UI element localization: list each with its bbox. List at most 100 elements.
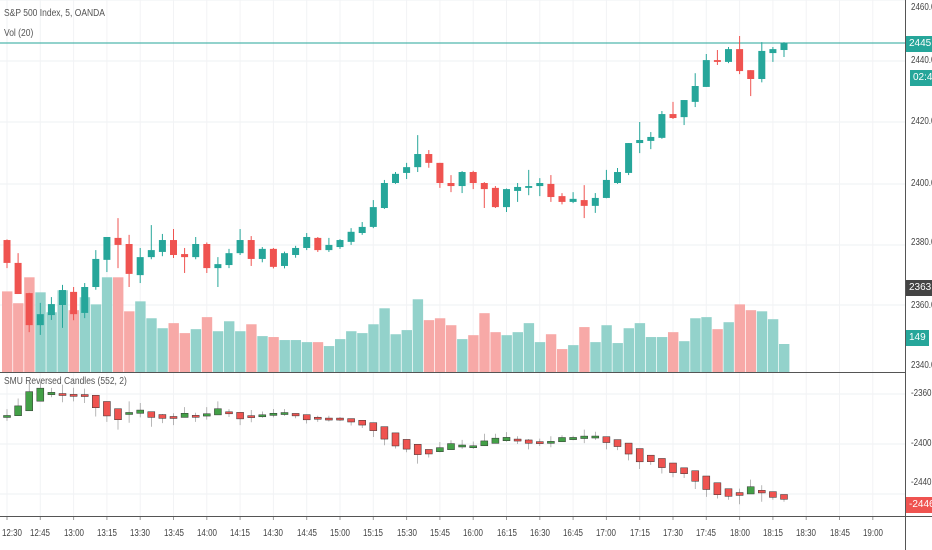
volume-bar bbox=[756, 311, 768, 372]
volume-bar bbox=[767, 319, 779, 372]
volume-bar bbox=[224, 321, 235, 372]
reversed-candle-body bbox=[524, 439, 533, 444]
reversed-candle-body bbox=[147, 411, 156, 418]
reversed-candle-body bbox=[780, 494, 788, 500]
candle-body bbox=[702, 60, 710, 87]
reversed-candle-body bbox=[258, 414, 267, 418]
time-axis-label: 18:15 bbox=[762, 528, 783, 539]
time-axis-label: 13:00 bbox=[63, 528, 84, 539]
candle-body bbox=[514, 186, 522, 191]
reversed-candle-body bbox=[513, 438, 522, 442]
price-axis-label: 2420.0 bbox=[911, 116, 932, 127]
reversed-candle-body bbox=[491, 437, 500, 444]
volume-bar bbox=[201, 317, 213, 372]
reversed-candle-body bbox=[47, 392, 56, 395]
volume-bar bbox=[579, 327, 590, 372]
volume-bar bbox=[501, 335, 512, 372]
candle-body bbox=[547, 183, 555, 198]
volume-bar bbox=[457, 339, 468, 372]
volume-bar bbox=[335, 339, 346, 372]
symbol-title[interactable]: S&P 500 Index, 5, OANDA bbox=[4, 8, 105, 19]
candle-body bbox=[92, 258, 100, 288]
candle-body bbox=[458, 172, 466, 187]
volume-bar bbox=[712, 329, 723, 372]
reversed-candle-body bbox=[624, 442, 633, 455]
candle-body bbox=[669, 114, 677, 119]
candle-body bbox=[347, 231, 355, 242]
volume-bar bbox=[745, 310, 757, 372]
time-axis-label: 12:30 bbox=[1, 528, 23, 539]
candle-body bbox=[769, 49, 777, 54]
candle-body bbox=[170, 240, 177, 255]
candle-body bbox=[36, 314, 44, 326]
volume-bar bbox=[634, 323, 646, 372]
candle-body bbox=[503, 189, 510, 208]
candle-body bbox=[636, 139, 644, 144]
candle-body bbox=[158, 240, 166, 252]
reversed-candle-body bbox=[758, 490, 766, 494]
reversed-candle-body bbox=[214, 408, 222, 416]
reversed-candle-body bbox=[236, 412, 244, 420]
indicator-axis-label: -2360.0 bbox=[911, 388, 932, 399]
price-axis-label: 2380.0 bbox=[911, 237, 932, 248]
reversed-candle-body bbox=[391, 432, 400, 447]
price-axis-label: 2460.0 bbox=[911, 2, 932, 13]
candle-body bbox=[25, 293, 33, 326]
time-axis-label: 16:15 bbox=[496, 528, 517, 539]
candle-body bbox=[47, 304, 55, 316]
candle-body bbox=[369, 207, 377, 227]
volume-bar bbox=[656, 337, 668, 372]
reversed-candle-body bbox=[14, 405, 22, 416]
volume-bar bbox=[557, 349, 568, 372]
candle-body bbox=[392, 173, 399, 183]
volume-bar bbox=[590, 342, 601, 372]
reversed-candle-body bbox=[125, 412, 133, 415]
reversed-candle-body bbox=[746, 486, 755, 495]
volume-indicator-title[interactable]: Vol (20) bbox=[4, 28, 34, 39]
volume-bar bbox=[401, 330, 412, 372]
candle-body bbox=[647, 136, 655, 141]
reversed-candle-body bbox=[769, 491, 777, 498]
volume-bar bbox=[268, 337, 279, 372]
price-axis-label: 2360.0 bbox=[911, 300, 932, 311]
indicator-axis-label: -2440.0 bbox=[911, 477, 932, 488]
reversed-candle-body bbox=[469, 445, 477, 448]
candle-body bbox=[314, 237, 322, 251]
volume-bar bbox=[346, 331, 357, 372]
smu-indicator-title[interactable]: SMU Reversed Candles (552, 2) bbox=[4, 376, 127, 387]
time-axis-label: 13:15 bbox=[96, 528, 117, 539]
volume-bar bbox=[568, 345, 579, 372]
candle-body bbox=[625, 143, 633, 173]
time-axis-label: 18:00 bbox=[729, 528, 750, 539]
time-axis-label: 16:30 bbox=[529, 528, 550, 539]
time-axis-label: 13:30 bbox=[130, 528, 151, 539]
volume-bar bbox=[490, 332, 501, 372]
candle-body bbox=[358, 226, 366, 234]
candle-body bbox=[691, 86, 699, 102]
candle-body bbox=[14, 262, 22, 295]
candle-body bbox=[214, 264, 222, 269]
candle-body bbox=[591, 197, 599, 206]
reversed-candle-body bbox=[458, 444, 466, 448]
candle-body bbox=[602, 179, 610, 198]
candle-body bbox=[469, 172, 477, 183]
volume-bar bbox=[679, 341, 690, 372]
reversed-candle-body bbox=[36, 387, 45, 402]
time-axis-label: 17:00 bbox=[596, 528, 617, 539]
volume-bar bbox=[68, 310, 79, 372]
volume-bar bbox=[479, 313, 490, 372]
reversed-candle-body bbox=[735, 492, 744, 496]
volume-bar bbox=[357, 333, 368, 372]
reversed-candle-body bbox=[114, 408, 122, 420]
reversed-candle-body bbox=[536, 441, 544, 444]
reversed-candle-body bbox=[713, 482, 722, 495]
reversed-candle-body bbox=[702, 475, 711, 490]
volume-bar bbox=[412, 299, 424, 372]
volume-bar bbox=[601, 325, 612, 372]
candle-body bbox=[747, 70, 755, 79]
volume-bar bbox=[690, 318, 701, 372]
candle-body bbox=[725, 49, 732, 62]
candle-body bbox=[325, 244, 333, 251]
time-axis-label: 15:15 bbox=[363, 528, 384, 539]
